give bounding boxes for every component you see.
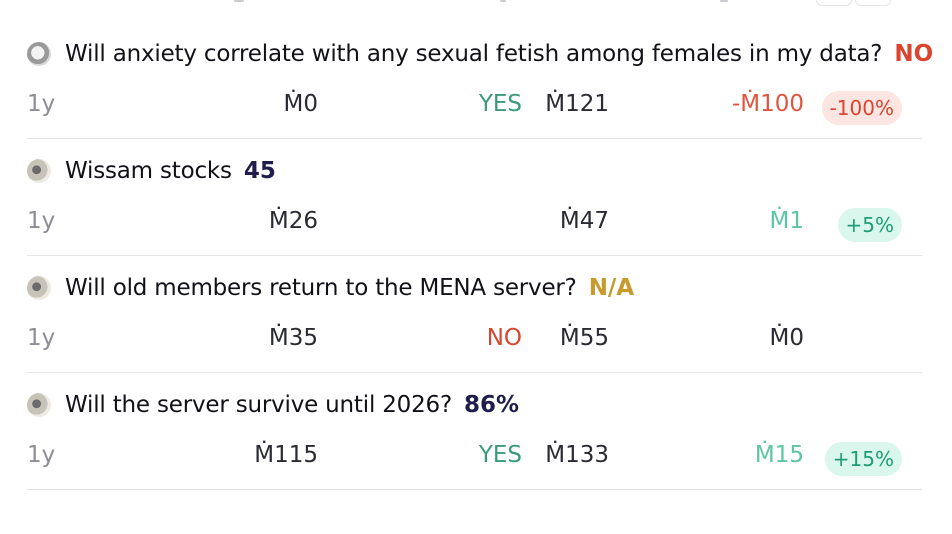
market-title[interactable]: Will old members return to the MENA serv…	[65, 275, 577, 301]
position-outcome: YES	[478, 91, 522, 117]
invested-amount: Ṁ35	[268, 325, 318, 351]
profit-amount: Ṁ1	[769, 208, 804, 234]
invested-amount: Ṁ0	[283, 91, 318, 117]
creator-avatar[interactable]	[27, 159, 51, 183]
position-outcome: YES	[478, 442, 522, 468]
position-outcome: NO	[486, 325, 522, 351]
bet-row[interactable]: Will anxiety correlate with any sexual f…	[27, 22, 933, 139]
market-question-line[interactable]: Will anxiety correlate with any sexual f…	[27, 40, 933, 68]
bet-details: 1y Ṁ0 YES Ṁ121 -Ṁ100 -100%	[27, 88, 922, 125]
bet-details: 1y Ṁ115 YES Ṁ133 Ṁ15 +15%	[27, 439, 922, 476]
profit-percent-badge: +5%	[837, 208, 902, 242]
sort-button[interactable]	[855, 0, 891, 6]
position-value: Ṁ47	[559, 208, 609, 234]
position-value: Ṁ55	[559, 325, 609, 351]
position-value: Ṁ121	[545, 91, 609, 117]
creator-avatar[interactable]	[27, 276, 51, 300]
bet-age: 1y	[27, 325, 56, 351]
market-status: 86%	[464, 392, 520, 418]
market-question-line[interactable]: Will the server survive until 2026? 86%	[27, 391, 519, 419]
market-status: N/A	[588, 275, 635, 301]
creator-avatar[interactable]	[27, 42, 51, 66]
bet-row[interactable]: Will old members return to the MENA serv…	[27, 256, 922, 373]
bet-age: 1y	[27, 91, 56, 117]
profit-amount: Ṁ0	[769, 325, 804, 351]
bet-list: Will anxiety correlate with any sexual f…	[27, 22, 933, 490]
bet-age: 1y	[27, 442, 56, 468]
market-title[interactable]: Will anxiety correlate with any sexual f…	[65, 41, 883, 67]
market-title[interactable]: Will the server survive until 2026?	[65, 392, 452, 418]
bet-row[interactable]: Will the server survive until 2026? 86% …	[27, 373, 922, 490]
header-fragment	[720, 0, 728, 2]
header-fragment	[500, 0, 506, 2]
invested-amount: Ṁ26	[268, 208, 318, 234]
bet-row[interactable]: Wissam stocks 45 1y Ṁ26 Ṁ47 Ṁ1 +5%	[27, 139, 922, 256]
sort-button[interactable]	[816, 0, 852, 6]
bet-age: 1y	[27, 208, 56, 234]
profit-amount: Ṁ15	[754, 442, 804, 468]
market-question-line[interactable]: Wissam stocks 45	[27, 157, 276, 185]
market-title[interactable]: Wissam stocks	[65, 158, 232, 184]
invested-amount: Ṁ115	[254, 442, 318, 468]
bet-details: 1y Ṁ26 Ṁ47 Ṁ1 +5%	[27, 205, 922, 242]
header-fragment	[234, 0, 244, 2]
top-cropped-header	[0, 0, 952, 6]
creator-avatar[interactable]	[27, 393, 51, 417]
profit-percent-badge: +15%	[824, 442, 902, 476]
market-question-line[interactable]: Will old members return to the MENA serv…	[27, 274, 634, 302]
profit-percent-badge: -100%	[821, 91, 902, 125]
bet-details: 1y Ṁ35 NO Ṁ55 Ṁ0	[27, 322, 922, 356]
profit-amount: -Ṁ100	[731, 91, 804, 117]
market-status: 45	[243, 158, 276, 184]
market-status: NO	[894, 41, 934, 67]
position-value: Ṁ133	[545, 442, 609, 468]
